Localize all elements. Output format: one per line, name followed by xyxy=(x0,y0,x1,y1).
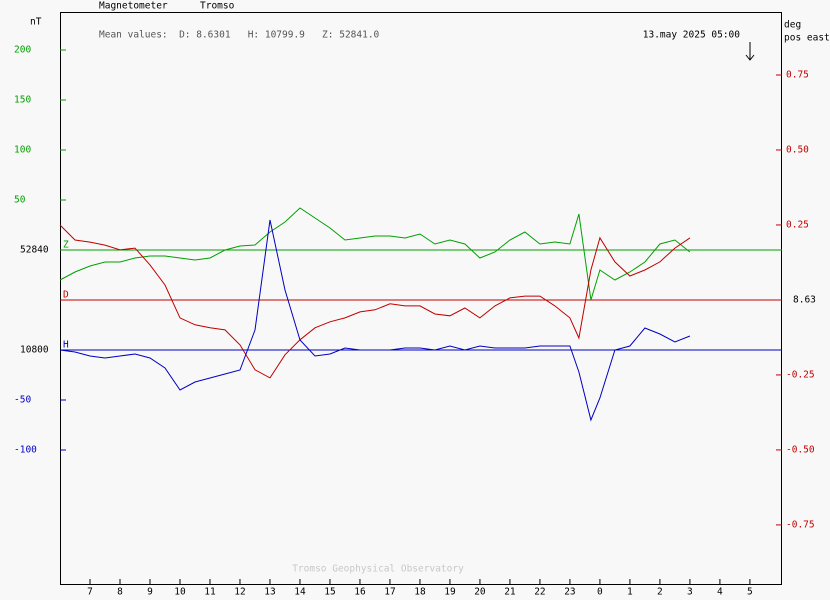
y-tick-label: 0.50 xyxy=(786,144,809,155)
x-tick-label: 19 xyxy=(444,587,456,598)
series-line xyxy=(59,219,691,422)
y-tick-label: 10800 xyxy=(20,345,49,356)
y-tick-label: 0.25 xyxy=(786,219,809,230)
x-tick-label: 12 xyxy=(234,587,245,598)
header-station: Tromso xyxy=(200,1,235,12)
timestamp: 13.may 2025 05:00 xyxy=(643,30,741,41)
x-tick-label: 20 xyxy=(474,587,486,598)
x-tick-label: 22 xyxy=(534,587,545,598)
y-tick-label: -0.50 xyxy=(786,444,815,455)
y-tick-label: 0.75 xyxy=(786,69,809,80)
plot-frame xyxy=(60,12,782,585)
y-tick-label: 8.63 xyxy=(793,294,816,305)
x-tick-label: 17 xyxy=(384,587,395,598)
y-tick-label: -0.75 xyxy=(786,519,815,530)
series-label: D xyxy=(63,289,69,300)
x-tick-label: 23 xyxy=(564,587,575,598)
x-tick-label: 7 xyxy=(87,587,93,598)
x-tick-label: 1 xyxy=(627,587,633,598)
left-unit: nT xyxy=(30,17,42,28)
x-tick-label: 2 xyxy=(657,587,663,598)
x-tick-label: 13 xyxy=(264,587,275,598)
y-tick-label: -100 xyxy=(14,445,37,456)
x-tick-label: 10 xyxy=(174,587,186,598)
x-tick-label: 14 xyxy=(294,587,306,598)
y-tick-label: -50 xyxy=(14,395,31,406)
mean-values: Mean values: D: 8.6301 H: 10799.9 Z: 528… xyxy=(99,30,380,41)
right-unit-sub: pos east xyxy=(784,33,830,44)
x-tick-label: 4 xyxy=(717,587,723,598)
y-tick-label: 200 xyxy=(14,45,31,56)
right-unit: deg xyxy=(784,20,801,31)
x-tick-label: 3 xyxy=(687,587,693,598)
y-tick-label: 100 xyxy=(14,145,31,156)
x-tick-label: 8 xyxy=(117,587,123,598)
series-label: Z xyxy=(63,240,69,251)
x-tick-label: 18 xyxy=(414,587,426,598)
x-tick-label: 9 xyxy=(147,587,153,598)
x-tick-label: 5 xyxy=(747,587,753,598)
series-line xyxy=(59,207,691,301)
x-tick-label: 15 xyxy=(324,587,335,598)
series-label: H xyxy=(63,340,69,351)
watermark: Tromso Geophysical Observatory xyxy=(292,564,464,575)
x-tick-label: 21 xyxy=(504,587,516,598)
y-tick-label: -0.25 xyxy=(786,369,815,380)
y-tick-label: 52840 xyxy=(20,245,49,256)
y-tick-label: 150 xyxy=(14,95,31,106)
series-line xyxy=(59,224,691,379)
header-title: Magnetometer xyxy=(99,1,168,12)
x-tick-label: 11 xyxy=(204,587,216,598)
y-tick-label: 50 xyxy=(14,195,26,206)
x-tick-label: 0 xyxy=(597,587,603,598)
now-arrow-head xyxy=(745,54,755,61)
x-tick-label: 16 xyxy=(354,587,366,598)
